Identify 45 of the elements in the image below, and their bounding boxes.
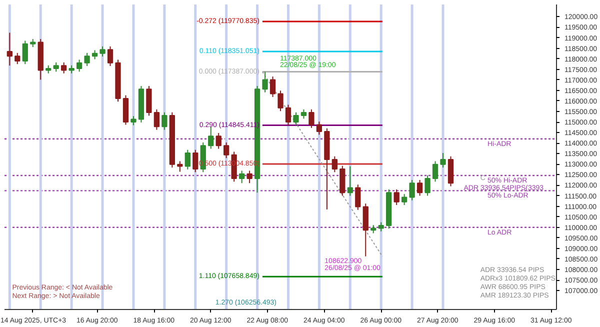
candlestick: [347, 166, 353, 196]
candlestick: [285, 104, 292, 126]
candlestick: [122, 94, 129, 126]
candlestick: [362, 203, 368, 257]
candlestick: [208, 126, 214, 150]
candlestick: [246, 170, 252, 184]
candlestick: [332, 156, 338, 173]
candlestick: [394, 188, 400, 206]
candlestick: [84, 52, 90, 67]
candlestick: [100, 46, 106, 58]
candlestick: [378, 222, 384, 232]
candlestick: [184, 149, 190, 170]
candlestick: [300, 108, 307, 120]
candlestick: [424, 174, 430, 196]
candlestick: [416, 179, 423, 196]
candlestick: [401, 194, 408, 206]
candlestick: [6, 32, 12, 66]
candlestick: [262, 71, 268, 93]
candlestick: [162, 112, 168, 130]
candlestick: [432, 160, 438, 182]
candlestick: [130, 116, 136, 126]
candlestick: [409, 179, 415, 201]
candlestick: [53, 62, 59, 72]
candlestick: [355, 184, 361, 210]
candlestick: [107, 46, 114, 67]
candlestick: [293, 112, 299, 126]
candlestick: [61, 62, 67, 74]
candlestick: [192, 149, 198, 173]
candlestick: [440, 152, 446, 168]
candlestick: [316, 121, 322, 136]
candlestick: [154, 108, 160, 130]
candlestick: [22, 40, 28, 65]
candlestick: [308, 108, 314, 128]
candlestick: [278, 90, 284, 112]
candlestick: [92, 50, 98, 60]
candlestick: [238, 170, 245, 184]
candlestick: [177, 160, 183, 172]
candlestick: [340, 165, 346, 196]
candlestick: [216, 132, 222, 150]
candlestick: [14, 52, 20, 65]
candlestick: [224, 142, 230, 159]
candlestick: [146, 86, 152, 116]
candlestick: [76, 59, 82, 72]
candlestick: [448, 156, 454, 187]
candlestick: [270, 76, 276, 98]
